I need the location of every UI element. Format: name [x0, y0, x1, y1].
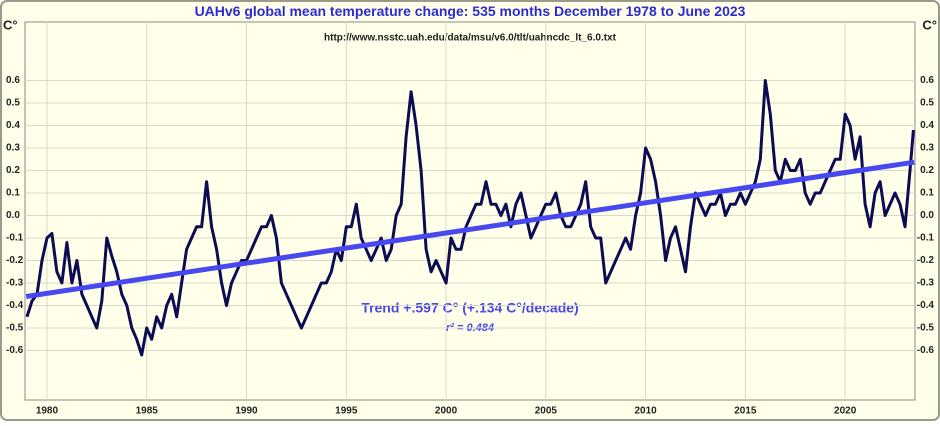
- y-tick-label-right: 0.1: [920, 188, 934, 199]
- y-tick-label-right: -0.1: [917, 233, 935, 244]
- y-tick-label-right: 0.2: [920, 165, 934, 176]
- y-tick-label: -0.5: [6, 323, 24, 334]
- x-tick-label: 2005: [535, 406, 558, 417]
- trend-annotation: Trend +.597 C° (+.134 C°/decade): [361, 300, 578, 316]
- y-tick-label-right: 0.3: [920, 143, 934, 154]
- y-tick-label-right: 0.5: [920, 98, 934, 109]
- y-tick-label-right: 0.6: [920, 75, 934, 86]
- y-tick-label: 0.1: [6, 188, 20, 199]
- trend-line: [25, 159, 915, 299]
- y-tick-label: 0.6: [6, 75, 20, 86]
- plot-area: [24, 21, 916, 401]
- y-tick-label: 0.2: [6, 165, 20, 176]
- y-tick-label-right: -0.3: [917, 278, 935, 289]
- chart-title: UAHv6 global mean temperature change: 53…: [195, 3, 746, 19]
- title-highlight: UAHv6: [195, 3, 241, 19]
- y-tick-label-right: -0.2: [917, 255, 935, 266]
- x-tick-label: 1985: [136, 406, 159, 417]
- x-tick-label: 2020: [834, 406, 857, 417]
- y-tick-label-right: -0.4: [917, 300, 935, 311]
- x-tick-label: 2010: [634, 406, 657, 417]
- y-tick-label: 0.4: [6, 120, 20, 131]
- y-tick-label: 0.0: [6, 210, 20, 221]
- title-text: global mean temperature change: 535 mont…: [244, 3, 745, 19]
- x-tick-label: 1995: [335, 406, 358, 417]
- x-tick-label: 1990: [235, 406, 258, 417]
- y-tick-label: -0.4: [6, 300, 24, 311]
- y-tick-label: -0.6: [6, 345, 24, 356]
- y-tick-label: -0.1: [6, 233, 24, 244]
- y-tick-label-right: -0.6: [917, 345, 935, 356]
- y-tick-label: -0.3: [6, 278, 24, 289]
- x-tick-label: 2015: [734, 406, 757, 417]
- data-line: [25, 79, 915, 357]
- y-tick-label-right: 0.4: [920, 120, 934, 131]
- y-tick-label: 0.3: [6, 143, 20, 154]
- y-tick-label: -0.2: [6, 255, 24, 266]
- x-tick-label: 2000: [435, 406, 458, 417]
- subtitle: http://www.nsstc.uah.edu/data/msu/v6.0/t…: [324, 33, 617, 44]
- y-axis-label: C°: [3, 17, 18, 32]
- y-tick-label-right: 0.0: [920, 210, 934, 221]
- y-tick-label-right: -0.5: [917, 323, 935, 334]
- x-tick-label: 1980: [36, 406, 59, 417]
- y-tick-label: 0.5: [6, 98, 20, 109]
- y-axis-label-right: C°: [922, 17, 937, 32]
